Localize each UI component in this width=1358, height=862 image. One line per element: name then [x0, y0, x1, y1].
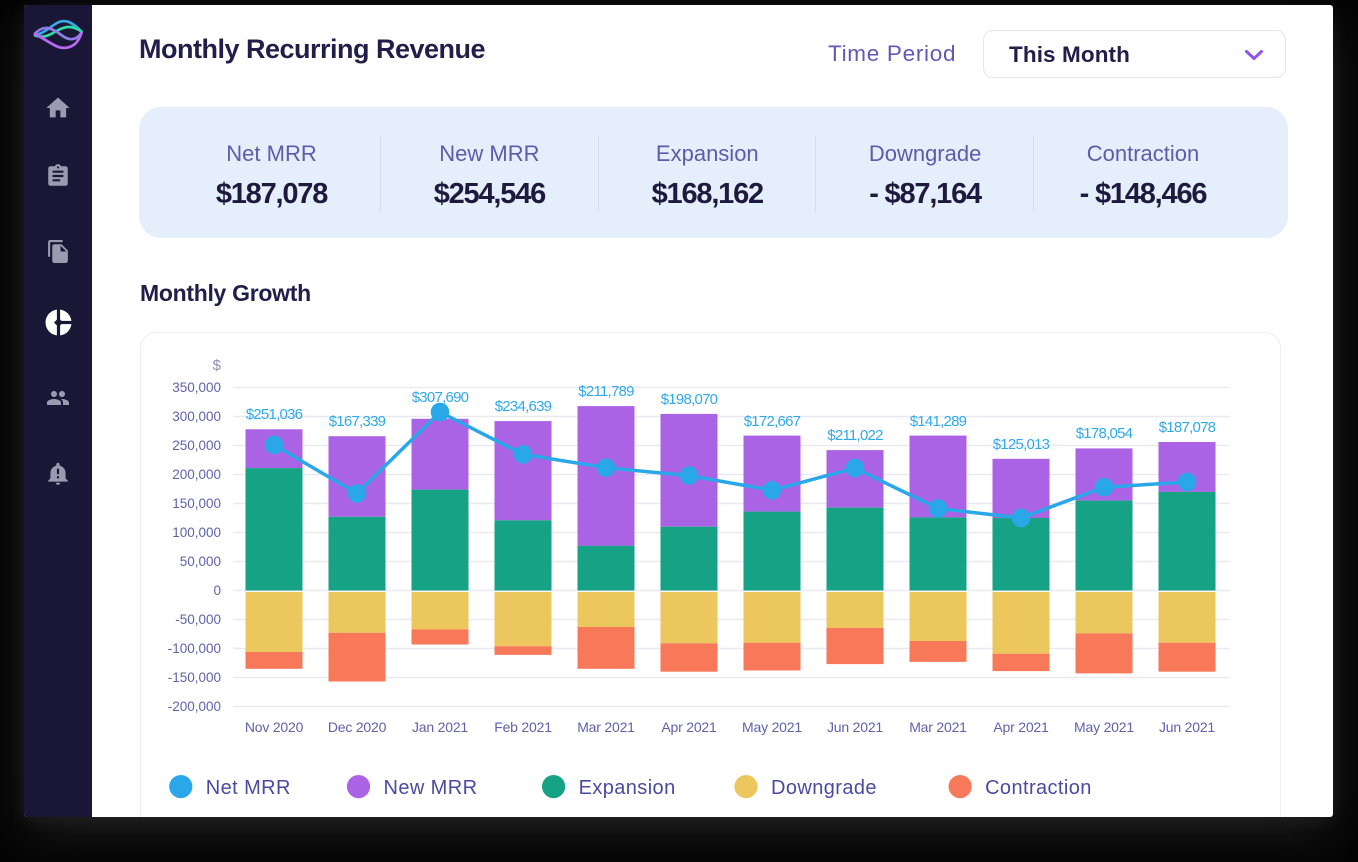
svg-text:$178,054: $178,054 [1076, 425, 1133, 442]
svg-text:200,000: 200,000 [172, 467, 221, 482]
svg-text:$187,078: $187,078 [1159, 419, 1216, 436]
svg-text:300,000: 300,000 [172, 409, 221, 424]
svg-text:$211,022: $211,022 [827, 427, 883, 444]
svg-text:-50,000: -50,000 [175, 612, 221, 627]
svg-text:$211,789: $211,789 [578, 383, 634, 400]
svg-text:Dec 2020: Dec 2020 [328, 719, 387, 735]
svg-text:$125,013: $125,013 [993, 436, 1050, 453]
svg-text:Downgrade: Downgrade [771, 777, 877, 799]
svg-text:$307,690: $307,690 [412, 389, 469, 406]
svg-text:150,000: 150,000 [172, 496, 221, 511]
svg-text:Jun 2021: Jun 2021 [1159, 719, 1215, 735]
svg-text:Apr 2021: Apr 2021 [661, 719, 717, 735]
svg-text:New MRR: New MRR [384, 777, 478, 799]
svg-text:$172,667: $172,667 [744, 413, 801, 430]
svg-text:0: 0 [213, 583, 221, 598]
svg-text:Feb 2021: Feb 2021 [494, 719, 552, 735]
svg-text:50,000: 50,000 [180, 554, 221, 569]
svg-text:Jan 2021: Jan 2021 [412, 719, 468, 735]
svg-text:Mar 2021: Mar 2021 [577, 719, 635, 735]
svg-text:$141,289: $141,289 [910, 413, 967, 430]
svg-text:$198,070: $198,070 [661, 391, 718, 408]
svg-text:May 2021: May 2021 [1074, 719, 1134, 735]
svg-text:Jun 2021: Jun 2021 [827, 719, 883, 735]
svg-text:Contraction: Contraction [985, 777, 1092, 799]
svg-text:-200,000: -200,000 [168, 699, 221, 714]
svg-text:Net MRR: Net MRR [206, 777, 291, 799]
svg-text:-100,000: -100,000 [168, 641, 221, 656]
svg-text:Expansion: Expansion [579, 777, 676, 799]
svg-text:100,000: 100,000 [172, 525, 221, 540]
svg-text:$251,036: $251,036 [246, 406, 303, 423]
svg-text:Mar 2021: Mar 2021 [909, 719, 967, 735]
svg-text:May 2021: May 2021 [742, 719, 802, 735]
svg-text:$: $ [213, 357, 222, 374]
svg-text:-150,000: -150,000 [168, 670, 221, 685]
svg-text:$234,639: $234,639 [495, 398, 552, 415]
svg-text:Nov 2020: Nov 2020 [245, 719, 304, 735]
svg-text:Apr 2021: Apr 2021 [993, 719, 1049, 735]
svg-text:350,000: 350,000 [172, 380, 221, 395]
svg-text:250,000: 250,000 [172, 438, 221, 453]
svg-text:$167,339: $167,339 [329, 413, 386, 430]
